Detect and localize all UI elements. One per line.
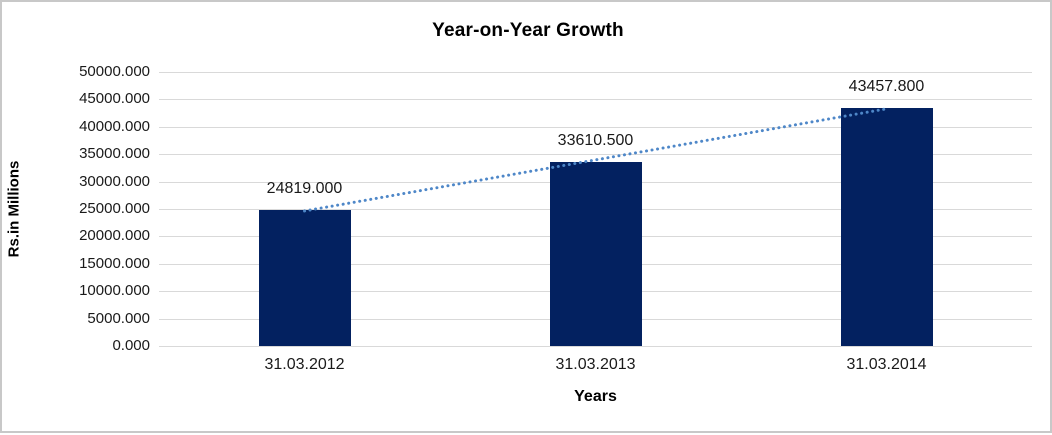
y-tick-label: 40000.000 xyxy=(79,117,150,135)
gridline xyxy=(159,346,1032,347)
bar-data-label: 24819.000 xyxy=(266,179,343,197)
y-tick-label: 25000.000 xyxy=(79,200,150,217)
bar xyxy=(549,161,642,346)
y-tick-label: 0.000 xyxy=(112,337,150,354)
x-tick-label: 31.03.2012 xyxy=(264,356,345,373)
x-axis-title: Years xyxy=(574,388,617,405)
y-tick-label: 50000.000 xyxy=(79,63,150,80)
bar xyxy=(258,209,351,346)
y-tick-label: 30000.000 xyxy=(79,172,150,190)
y-tick-label: 15000.000 xyxy=(79,254,150,272)
y-tick-label: 10000.000 xyxy=(79,282,150,300)
bar-data-label: 33610.500 xyxy=(557,131,634,149)
y-tick-label: 5000.000 xyxy=(87,309,150,327)
bar-data-label: 43457.800 xyxy=(848,77,925,95)
y-tick-label: 45000.000 xyxy=(79,90,150,108)
bar xyxy=(840,107,933,346)
gridline xyxy=(159,72,1032,73)
chart-title: Year-on-Year Growth xyxy=(432,20,624,41)
x-tick-label: 31.03.2014 xyxy=(846,356,927,373)
gridline xyxy=(159,99,1032,101)
gridline xyxy=(159,154,1032,156)
gridline xyxy=(159,126,1032,128)
x-tick-label: 31.03.2013 xyxy=(555,356,636,373)
y-tick-label: 20000.000 xyxy=(79,227,150,245)
y-tick-label: 35000.000 xyxy=(79,145,150,163)
